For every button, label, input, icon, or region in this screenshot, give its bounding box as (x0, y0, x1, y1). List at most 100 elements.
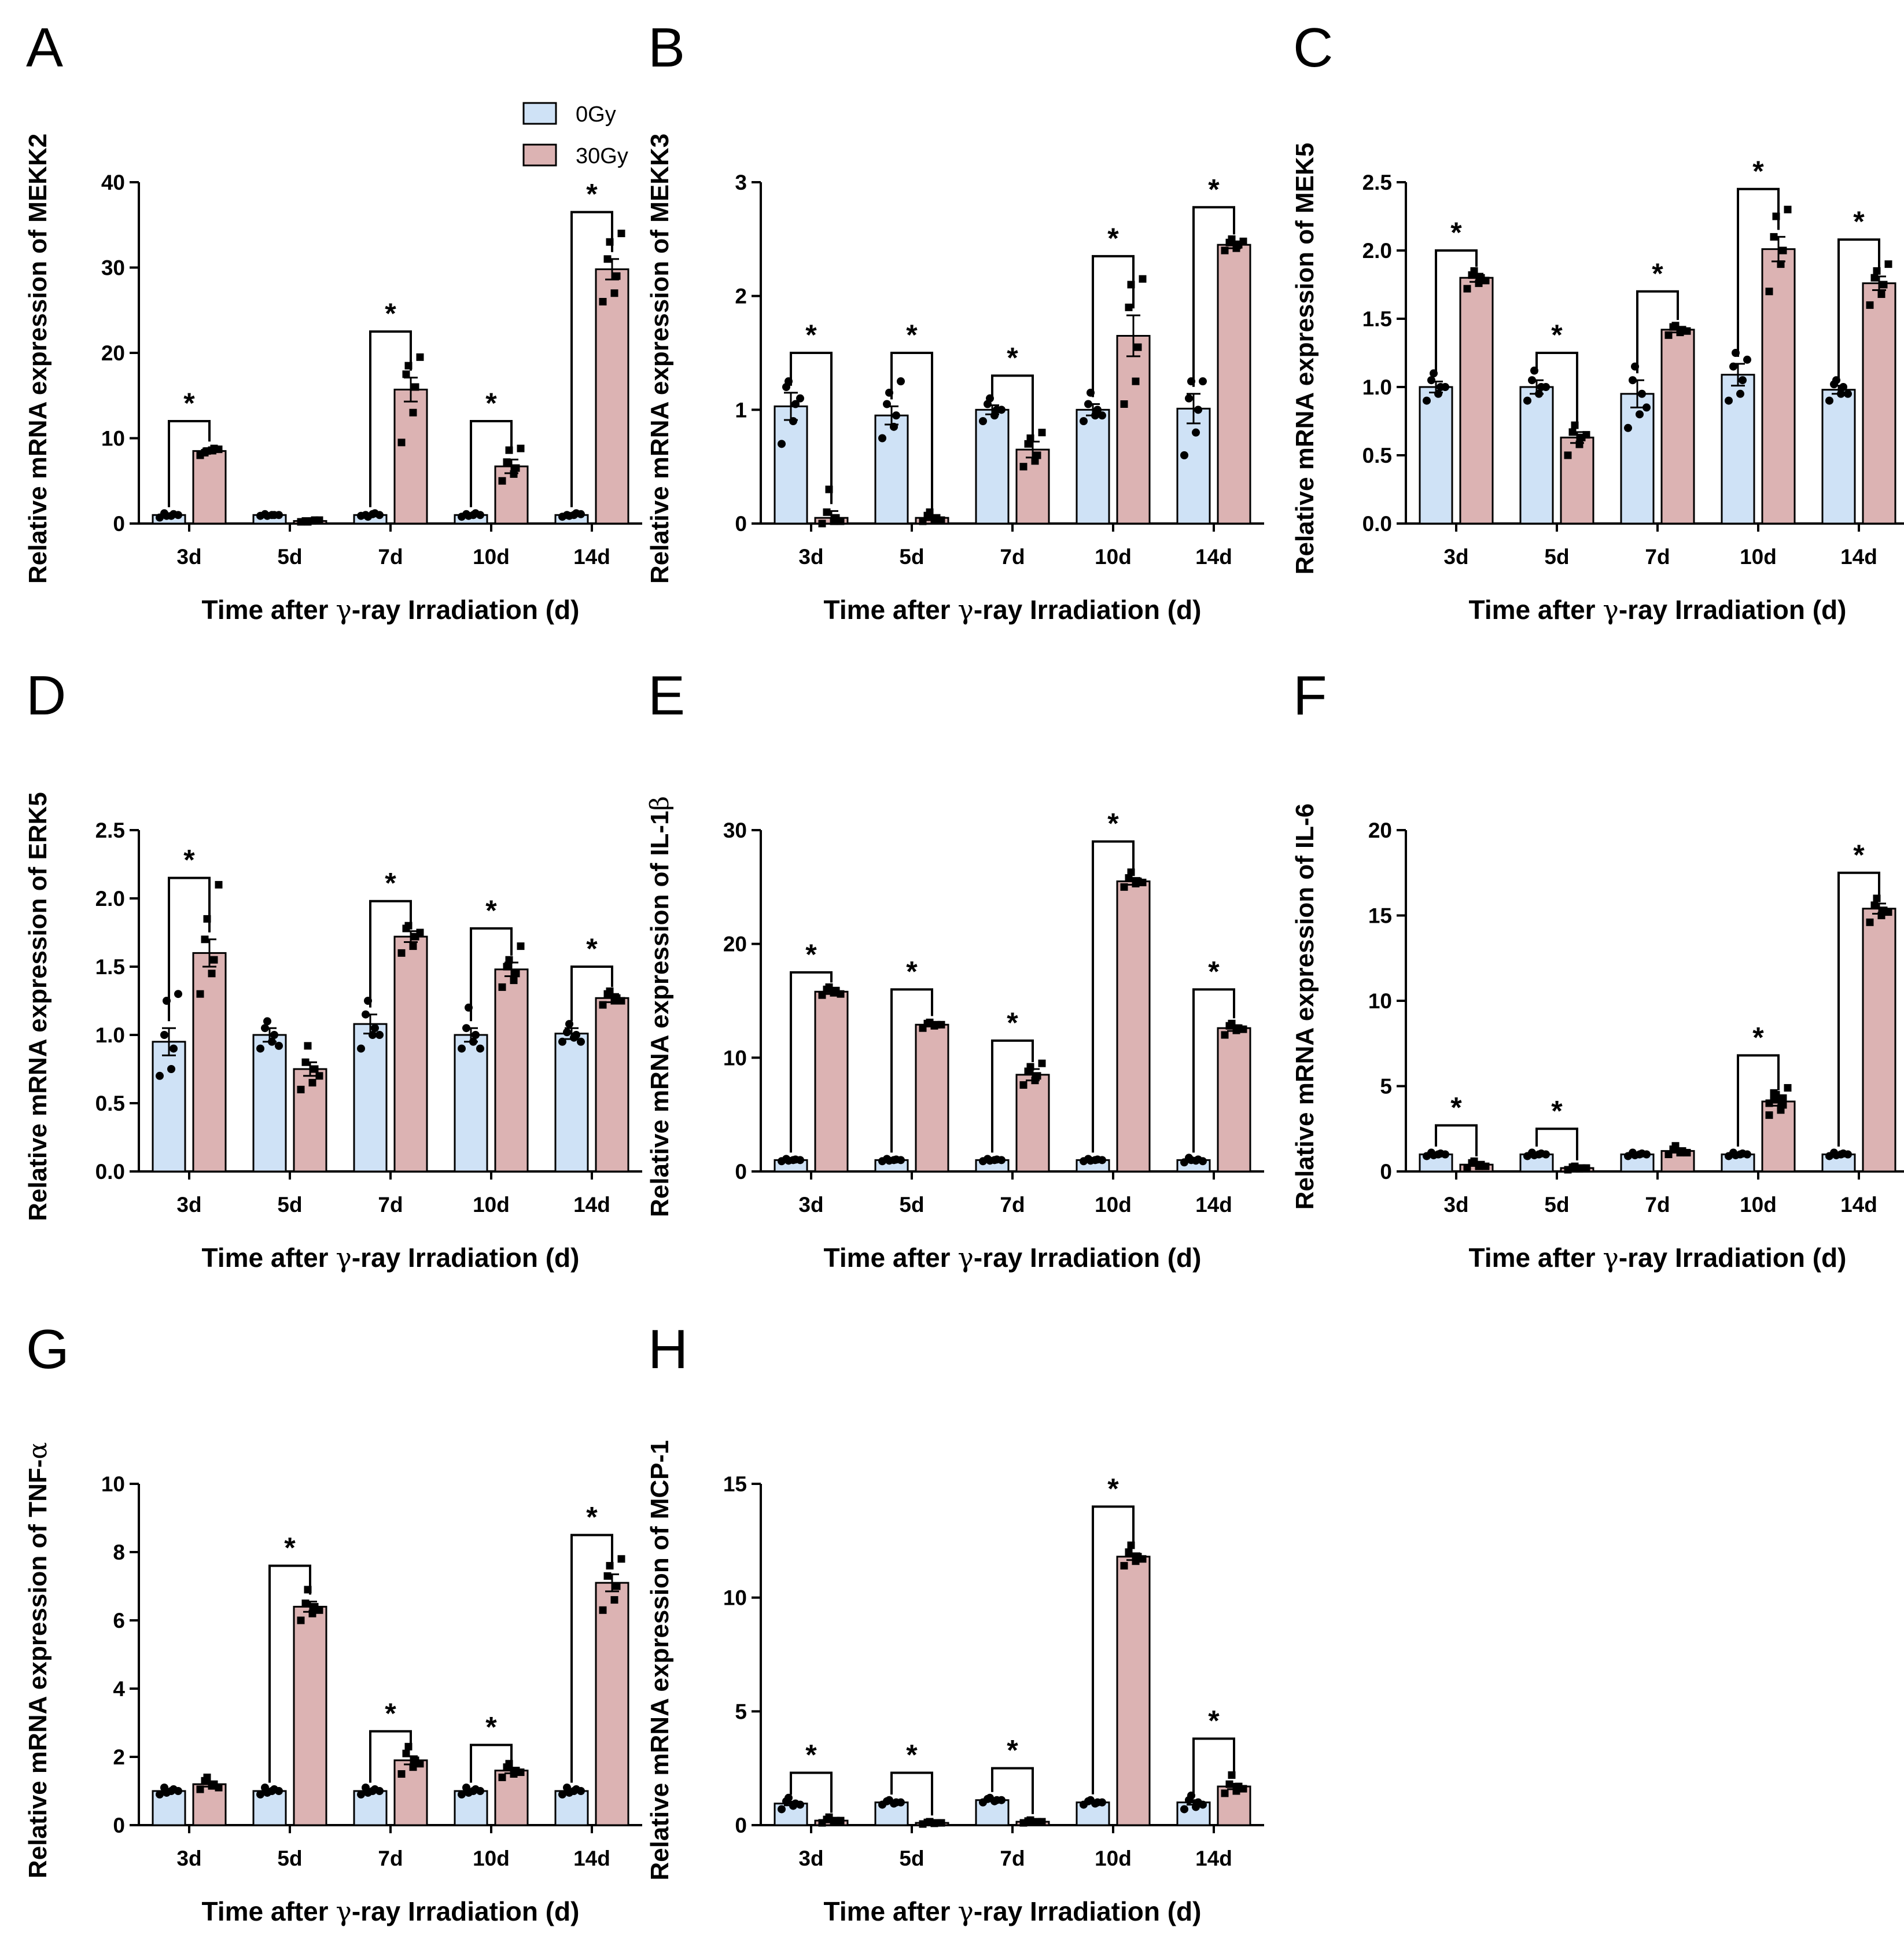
data-point-0Gy (465, 511, 473, 520)
significance-bracket (790, 352, 833, 504)
x-axis-label: Time after γ-ray Irradiation (d) (1469, 1242, 1847, 1273)
y-tick-label: 0 (113, 1814, 125, 1837)
data-point-0Gy (357, 1790, 365, 1799)
data-point-30Gy (1779, 1094, 1787, 1102)
data-point-0Gy (469, 1037, 477, 1046)
significance-star: * (1107, 1472, 1119, 1505)
data-point-30Gy (1228, 1019, 1236, 1027)
data-point-30Gy (1026, 1816, 1034, 1824)
data-point-30Gy (837, 990, 845, 998)
data-point-0Gy (796, 1800, 804, 1809)
data-point-30Gy (1139, 1555, 1147, 1563)
data-point-30Gy (1470, 267, 1478, 275)
data-point-30Gy (416, 1760, 424, 1768)
y-tick-label: 2 (735, 285, 747, 308)
x-tick-label: 14d (1195, 545, 1232, 569)
data-point-30Gy (505, 956, 513, 964)
data-point-30Gy (1033, 451, 1041, 459)
data-point-0Gy (1739, 376, 1747, 385)
bar-30Gy (1217, 1027, 1251, 1173)
significance-star: * (485, 1711, 497, 1743)
data-point-0Gy (1743, 1150, 1751, 1159)
y-tick-label: 10 (723, 1586, 747, 1610)
bar-30Gy (595, 997, 629, 1173)
data-point-0Gy (156, 1071, 164, 1080)
data-point-0Gy (796, 1156, 804, 1165)
y-tick-label: 2.5 (95, 819, 125, 842)
data-point-30Gy (599, 298, 607, 305)
significance-star: * (1652, 257, 1663, 290)
data-point-30Gy (1765, 1111, 1773, 1119)
data-point-0Gy (1098, 411, 1106, 420)
data-point-30Gy (825, 1813, 833, 1821)
significance-bracket (1435, 1124, 1478, 1156)
data-point-30Gy (1671, 1142, 1680, 1150)
panel-F: F 0 5 10 15 20 Relative mRNA expression of IL-… (1291, 665, 1904, 1273)
bar-0Gy (554, 1033, 589, 1173)
panel-letter: H (648, 1318, 688, 1380)
data-point-30Gy (606, 987, 614, 995)
data-point-0Gy (986, 1793, 994, 1802)
data-point-30Gy (210, 956, 218, 964)
data-point-0Gy (1441, 383, 1449, 391)
significance-star: * (586, 1501, 598, 1534)
data-point-30Gy (1132, 377, 1140, 385)
x-tick-label: 3d (798, 545, 823, 569)
data-point-0Gy (1084, 400, 1092, 408)
data-point-0Gy (462, 1024, 470, 1033)
data-point-30Gy (1120, 883, 1128, 891)
data-point-30Gy (613, 272, 621, 280)
data-point-30Gy (315, 1072, 323, 1080)
data-point-30Gy (1784, 205, 1792, 213)
data-point-0Gy (1642, 403, 1651, 412)
data-point-30Gy (1221, 1789, 1229, 1797)
data-point-0Gy (364, 1788, 372, 1797)
data-point-0Gy (1743, 355, 1751, 364)
data-point-0Gy (1528, 376, 1536, 385)
data-point-0Gy (1427, 376, 1435, 385)
significance-bracket (1737, 1054, 1780, 1147)
significance-bracket (1092, 840, 1135, 1153)
data-point-0Gy (362, 1010, 370, 1019)
data-point-30Gy (1770, 233, 1778, 241)
bar-0Gy (874, 414, 909, 525)
bar-30Gy (192, 952, 227, 1173)
x-tick-label: 14d (573, 1847, 610, 1870)
x-axis-label: Time after γ-ray Irradiation (d) (202, 1896, 580, 1927)
significance-bracket (570, 1534, 613, 1783)
bar-30Gy (814, 990, 849, 1173)
panel-E: E 0 10 20 30 Relative mRNA expression of IL-1… (645, 665, 1264, 1273)
panel-letter: G (26, 1318, 69, 1380)
x-tick-label: 7d (378, 1847, 403, 1870)
data-point-30Gy (818, 519, 826, 528)
significance-star: * (485, 894, 497, 927)
data-point-0Gy (160, 1031, 168, 1039)
panel-G: G 0 2 4 6 8 10 Relative mRNA expression of TNF-… (23, 1318, 642, 1927)
x-tick-label: 3d (176, 1847, 201, 1870)
y-tick-label: 0 (113, 512, 125, 536)
data-point-30Gy (1564, 451, 1572, 459)
bar-30Gy (293, 1605, 327, 1826)
significance-bracket (1092, 1505, 1135, 1794)
data-point-0Gy (275, 1787, 283, 1795)
significance-star: * (385, 297, 396, 330)
data-point-0Gy (1194, 406, 1202, 414)
y-tick-label: 1.0 (1362, 375, 1392, 399)
bar-0Gy (975, 408, 1010, 525)
data-point-0Gy (476, 511, 484, 519)
significance-bracket (1837, 238, 1880, 379)
data-point-30Gy (1582, 431, 1590, 439)
significance-star: * (1007, 1734, 1018, 1767)
data-point-0Gy (476, 1044, 484, 1053)
x-axis-label: Time after γ-ray Irradiation (d) (202, 1242, 580, 1273)
x-axis-label: Time after γ-ray Irradiation (d) (824, 1896, 1202, 1927)
panel-letter: A (26, 17, 63, 79)
x-tick-label: 5d (1544, 1193, 1569, 1217)
data-point-30Gy (297, 1616, 305, 1624)
significance-bracket (470, 420, 513, 507)
bar-30Gy (393, 935, 428, 1173)
data-point-0Gy (1535, 389, 1543, 398)
x-tick-label: 3d (1443, 545, 1468, 569)
data-point-0Gy (558, 1037, 566, 1046)
data-point-0Gy (263, 511, 271, 520)
